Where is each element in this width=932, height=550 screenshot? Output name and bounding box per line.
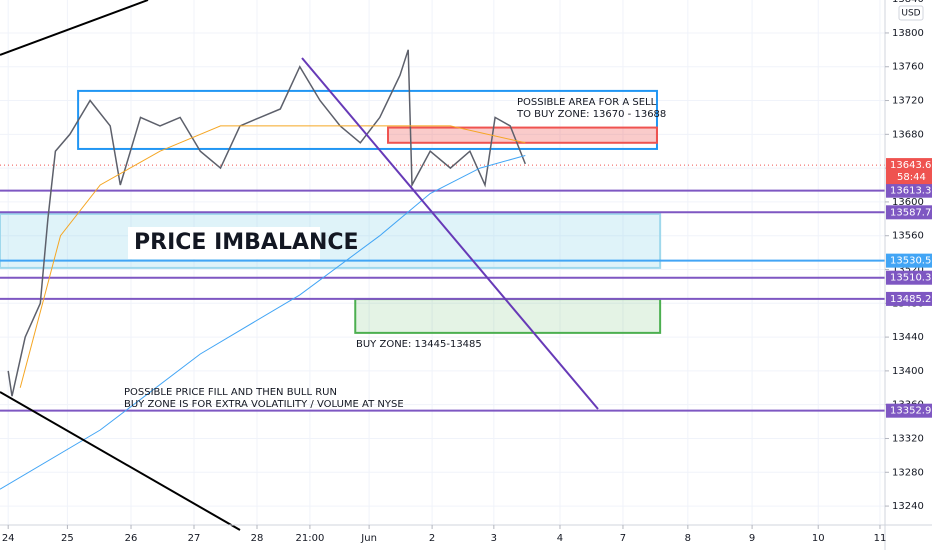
level-label-bg: [886, 291, 932, 306]
series: [0, 49, 526, 490]
level-label: 13352.9: [890, 406, 931, 417]
series-line: [0, 155, 526, 490]
y-tick-label: 13560: [892, 231, 924, 242]
series-line: [7, 49, 526, 397]
x-tick-label: 8: [685, 533, 691, 544]
y-tick-label: 13600: [892, 197, 924, 208]
level-label: 13530.5: [890, 256, 931, 267]
grid: [0, 0, 885, 525]
label-bg: [128, 227, 320, 259]
annotation: TO BUY ZONE: 13670 - 13688: [516, 109, 666, 120]
level-label-bg: [886, 403, 932, 418]
x-tick-label: 24: [2, 533, 15, 544]
currency-box[interactable]: [898, 5, 924, 21]
x-tick-label: 11: [874, 533, 887, 544]
x-tick-label: 28: [251, 533, 264, 544]
annotation: POSSIBLE PRICE FILL AND THEN BULL RUN: [124, 387, 337, 398]
y-tick-label: 13680: [892, 129, 924, 140]
y-tick-label: 13800: [892, 28, 924, 39]
countdown: 58:44: [897, 172, 926, 183]
x-tick-label: 21:00: [295, 533, 324, 544]
level-label-bg: [886, 205, 932, 220]
level-label: 13510.3: [890, 273, 931, 284]
zone: [0, 212, 662, 269]
x-tick-label: 3: [491, 533, 497, 544]
annotation: PRICE IMBALANCE: [134, 230, 359, 255]
annotation: BUY ZONE: 13445-13485: [356, 339, 482, 350]
x-tick-label: 26: [125, 533, 138, 544]
level-label-bg: [886, 183, 932, 198]
x-tick-label: 25: [61, 533, 74, 544]
levels: [0, 164, 885, 412]
x-tick-label: 2: [429, 533, 435, 544]
level-label: 13613.3: [890, 186, 931, 197]
level-label: 13587.7: [890, 207, 931, 218]
zone: [387, 126, 658, 144]
zones: [0, 89, 662, 334]
series-line: [19, 125, 526, 388]
x-tick-label: 4: [557, 533, 563, 544]
y-tick-label: 13240: [892, 501, 924, 512]
trend-line: [301, 57, 599, 410]
level-label: 13485.2: [890, 294, 931, 305]
x-tick-label: Jun: [360, 533, 377, 544]
trend-line: [0, 0, 149, 56]
annotation: POSSIBLE AREA FOR A SELL: [517, 97, 657, 108]
y-tick-label: 13720: [892, 96, 924, 107]
y-tick-label: 13760: [892, 62, 924, 73]
last-price-label: 13643.6: [890, 160, 931, 171]
y-tick-label: 13520: [892, 265, 924, 276]
y-tick-label: 13840: [892, 0, 924, 5]
currency[interactable]: USD: [901, 9, 920, 19]
zone: [354, 298, 662, 334]
trend-line: [0, 391, 241, 531]
last-price-bg: [886, 158, 932, 185]
level-label-bg: [886, 270, 932, 285]
x-tick-label: 27: [188, 533, 201, 544]
x-tick-label: 9: [749, 533, 755, 544]
y-tick-label: 13400: [892, 366, 924, 377]
y-tick-label: 13320: [892, 433, 924, 444]
x-tick-label: 10: [812, 533, 825, 544]
x-tick-label: 7: [620, 533, 626, 544]
annotation: BUY ZONE IS FOR EXTRA VOLATILITY / VOLUM…: [124, 399, 404, 410]
level-label-bg: [886, 253, 932, 268]
y-tick-label: 13440: [892, 332, 924, 343]
y-tick-label: 13280: [892, 467, 924, 478]
